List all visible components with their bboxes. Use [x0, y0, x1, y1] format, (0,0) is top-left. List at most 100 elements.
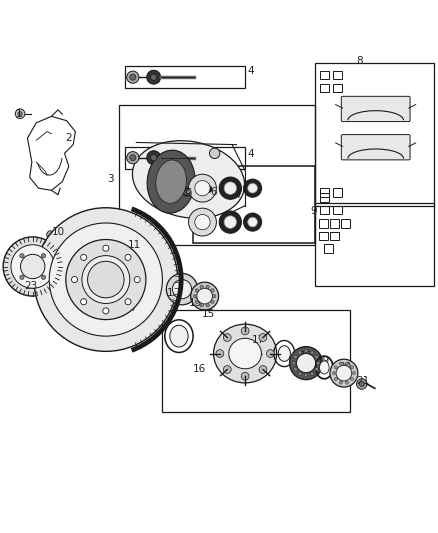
Bar — [315, 204, 434, 286]
Circle shape — [71, 277, 78, 282]
Circle shape — [206, 285, 209, 289]
Circle shape — [88, 261, 124, 298]
Circle shape — [298, 372, 302, 375]
Text: 21: 21 — [356, 376, 369, 385]
Circle shape — [334, 377, 337, 381]
Circle shape — [211, 289, 214, 292]
Circle shape — [127, 151, 139, 164]
Circle shape — [18, 111, 22, 116]
Circle shape — [290, 346, 322, 379]
Circle shape — [336, 365, 352, 381]
Circle shape — [350, 366, 353, 369]
Circle shape — [311, 372, 314, 375]
Ellipse shape — [320, 361, 329, 374]
Ellipse shape — [186, 190, 191, 193]
Circle shape — [353, 372, 356, 375]
Bar — [315, 63, 434, 206]
Ellipse shape — [214, 324, 277, 383]
Circle shape — [332, 372, 336, 375]
Circle shape — [195, 214, 210, 230]
Circle shape — [11, 245, 54, 288]
Bar — [320, 84, 328, 92]
Circle shape — [317, 361, 320, 365]
Bar — [319, 232, 328, 240]
Circle shape — [339, 381, 343, 384]
Circle shape — [248, 183, 258, 193]
Circle shape — [3, 237, 62, 296]
Circle shape — [209, 148, 220, 158]
Circle shape — [211, 300, 214, 303]
Circle shape — [47, 231, 54, 239]
Circle shape — [151, 74, 157, 80]
Bar — [330, 232, 339, 240]
Text: 7: 7 — [235, 190, 242, 200]
Circle shape — [219, 211, 241, 233]
Circle shape — [81, 298, 87, 305]
Circle shape — [147, 70, 161, 84]
Circle shape — [134, 277, 140, 282]
Circle shape — [82, 256, 130, 303]
Circle shape — [130, 74, 136, 80]
Circle shape — [81, 254, 87, 261]
Bar — [333, 188, 342, 197]
Circle shape — [294, 367, 297, 371]
Bar — [341, 220, 350, 228]
Bar — [330, 220, 339, 228]
Bar — [320, 71, 328, 79]
Circle shape — [21, 254, 45, 279]
Bar — [333, 84, 342, 92]
Circle shape — [224, 216, 237, 228]
Circle shape — [304, 374, 308, 377]
Circle shape — [241, 372, 249, 380]
Ellipse shape — [229, 338, 261, 369]
Circle shape — [195, 289, 198, 292]
Text: 19: 19 — [317, 357, 330, 366]
Circle shape — [49, 223, 162, 336]
Ellipse shape — [132, 141, 245, 218]
Circle shape — [195, 181, 210, 196]
Circle shape — [195, 300, 198, 303]
Circle shape — [311, 351, 314, 354]
Circle shape — [34, 208, 178, 351]
Text: 17: 17 — [251, 335, 265, 345]
Ellipse shape — [156, 160, 187, 204]
Text: 13: 13 — [188, 298, 201, 309]
Circle shape — [191, 282, 219, 310]
Circle shape — [147, 151, 161, 165]
Circle shape — [315, 367, 318, 371]
Bar — [333, 206, 342, 214]
Ellipse shape — [278, 346, 290, 361]
Bar — [320, 206, 328, 214]
Text: 5: 5 — [185, 188, 192, 198]
Circle shape — [130, 155, 136, 161]
Circle shape — [197, 288, 212, 304]
Bar — [125, 147, 245, 168]
Text: 18: 18 — [300, 351, 313, 361]
Bar — [162, 310, 350, 413]
Circle shape — [125, 254, 131, 261]
Circle shape — [357, 379, 367, 389]
Text: 8: 8 — [356, 56, 363, 66]
Circle shape — [127, 71, 139, 83]
FancyBboxPatch shape — [341, 96, 410, 122]
Text: 10: 10 — [51, 227, 64, 237]
Circle shape — [188, 174, 216, 202]
Circle shape — [259, 366, 267, 374]
Text: 4: 4 — [247, 66, 254, 76]
Circle shape — [248, 217, 258, 227]
Circle shape — [200, 303, 203, 307]
Circle shape — [339, 362, 343, 365]
Text: 15: 15 — [201, 309, 215, 319]
Circle shape — [350, 377, 353, 381]
Text: 6: 6 — [210, 187, 217, 197]
Circle shape — [200, 285, 203, 289]
Text: 4: 4 — [247, 149, 254, 159]
Text: 20: 20 — [339, 361, 352, 372]
Circle shape — [346, 381, 349, 384]
Bar — [193, 166, 315, 243]
Circle shape — [193, 294, 197, 298]
Ellipse shape — [170, 325, 188, 347]
Circle shape — [41, 254, 46, 258]
Circle shape — [330, 359, 358, 387]
Circle shape — [188, 208, 216, 236]
